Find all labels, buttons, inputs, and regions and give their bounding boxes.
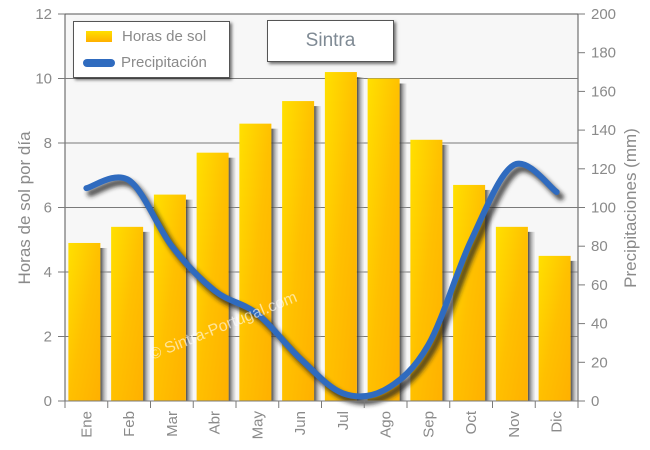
bar-shadow xyxy=(271,128,279,401)
y2-tick-label: 60 xyxy=(591,277,608,294)
x-tick-label: May xyxy=(249,411,266,440)
x-tick-label: Nov xyxy=(506,411,523,438)
bar-may xyxy=(239,123,272,402)
x-tick-label: Jun xyxy=(292,411,309,435)
bar-shadow xyxy=(100,247,108,401)
y2-tick-label: 0 xyxy=(591,393,599,410)
bar-shadow xyxy=(399,83,407,401)
bar-shadow xyxy=(527,231,535,401)
y2-tick-label: 140 xyxy=(591,122,616,139)
bar-shadow xyxy=(314,106,322,401)
bar-jul xyxy=(324,72,357,402)
x-tick-label: Abr xyxy=(207,411,224,434)
legend: Horas de sol Precipitación xyxy=(73,21,230,78)
y-tick-label: 0 xyxy=(44,393,52,410)
legend-label-line: Precipitación xyxy=(121,54,207,71)
x-tick-label: Ago xyxy=(378,411,395,438)
bar-nov xyxy=(495,226,528,401)
bar-series-horas-de-sol xyxy=(68,72,578,402)
y-tick-label: 10 xyxy=(35,71,52,88)
x-tick-label: Ene xyxy=(78,411,95,438)
y2-tick-label: 200 xyxy=(591,6,616,23)
y2-tick-label: 20 xyxy=(591,354,608,371)
legend-item-bar: Horas de sol xyxy=(86,28,206,45)
y2-tick-label: 180 xyxy=(591,45,616,62)
bar-feb xyxy=(111,226,144,401)
x-tick-label: Jul xyxy=(335,411,352,430)
y-axis-title: Horas de sol por día xyxy=(15,131,34,285)
line-swatch-icon xyxy=(83,58,115,67)
bar-shadow xyxy=(143,231,151,401)
y-tick-label: 8 xyxy=(44,135,52,152)
x-tick-label: Feb xyxy=(121,411,138,437)
chart-title: Sintra xyxy=(267,20,394,62)
bar-shadow xyxy=(356,77,364,402)
bar-ene xyxy=(68,242,101,401)
legend-label-bar: Horas de sol xyxy=(122,28,207,45)
x-tick-label: Mar xyxy=(164,411,181,437)
y2-tick-label: 80 xyxy=(591,238,608,255)
y-tick-label: 12 xyxy=(35,6,52,23)
bar-shadow xyxy=(485,189,493,401)
y2-tick-label: 40 xyxy=(591,316,608,333)
bar-swatch-icon xyxy=(86,31,112,42)
y-tick-label: 4 xyxy=(44,264,52,281)
bar-shadow xyxy=(570,260,578,401)
legend-item-line: Precipitación xyxy=(83,54,207,71)
y2-axis-title: Precipitaciones (mm) xyxy=(621,128,640,288)
y2-tick-label: 160 xyxy=(591,83,616,100)
x-tick-label: Dic xyxy=(549,411,566,433)
bar-dic xyxy=(538,255,571,401)
y2-tick-label: 100 xyxy=(591,200,616,217)
bar-shadow xyxy=(228,157,236,401)
line-series-precipitacion xyxy=(83,160,565,405)
y-tick-label: 6 xyxy=(44,200,52,217)
bar-shadow xyxy=(185,199,193,401)
x-tick-label: Sep xyxy=(420,411,437,438)
precipitation-line xyxy=(83,160,560,400)
bar-ago xyxy=(367,78,400,401)
y-tick-label: 2 xyxy=(44,329,52,346)
y2-tick-label: 120 xyxy=(591,161,616,178)
bar-shadow xyxy=(442,144,450,401)
x-tick-label: Oct xyxy=(463,410,480,434)
